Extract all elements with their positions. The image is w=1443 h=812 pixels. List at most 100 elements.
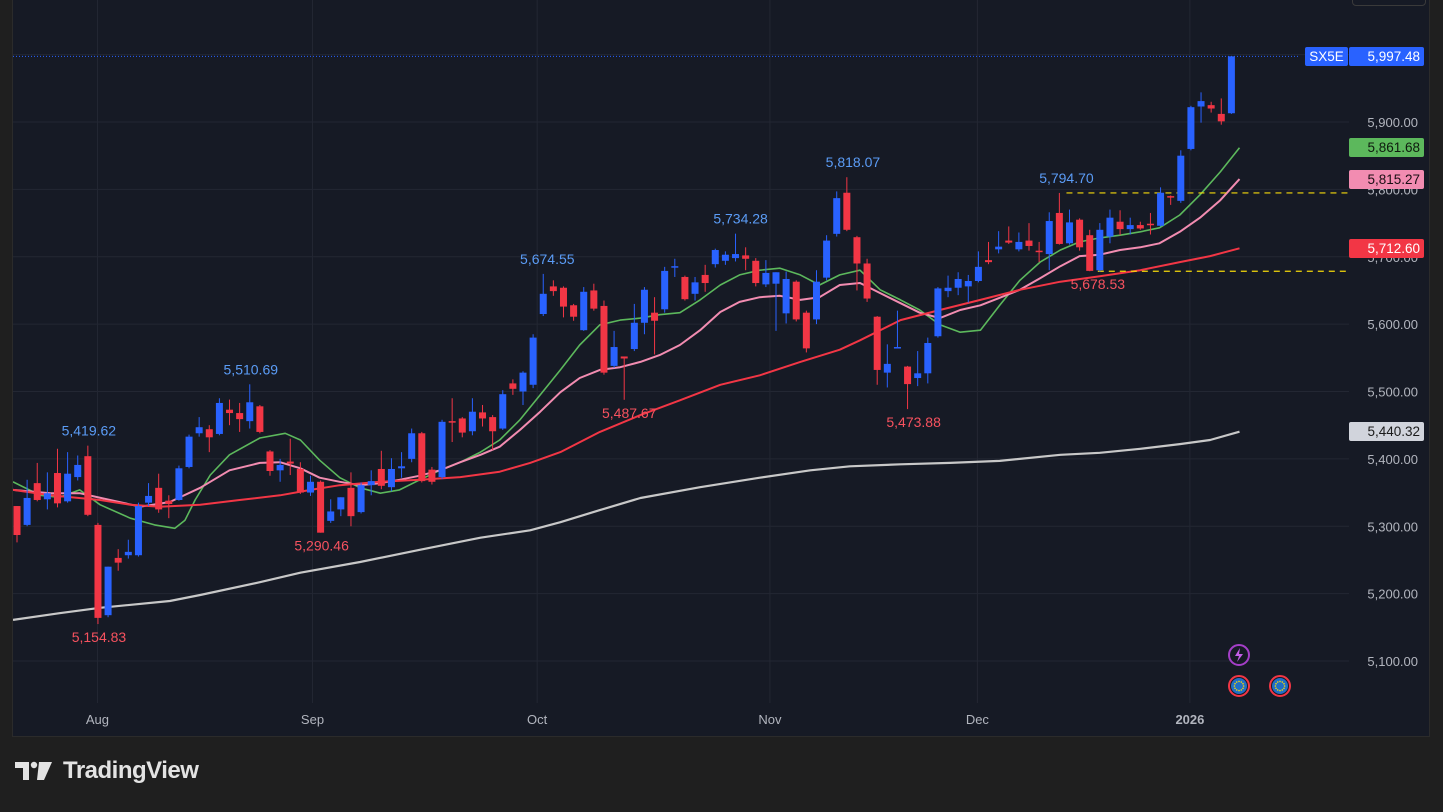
- candle[interactable]: [610, 330, 618, 368]
- candle[interactable]: [185, 434, 193, 469]
- candle[interactable]: [1076, 218, 1084, 251]
- candle[interactable]: [732, 233, 740, 262]
- candle[interactable]: [428, 466, 436, 485]
- candle[interactable]: [964, 274, 972, 303]
- tradingview-logo[interactable]: TradingView: [15, 757, 199, 785]
- candle[interactable]: [1035, 241, 1043, 263]
- candle[interactable]: [600, 300, 608, 375]
- candle[interactable]: [792, 280, 800, 322]
- candle[interactable]: [377, 450, 385, 490]
- candle[interactable]: [489, 415, 497, 451]
- ma-short-line[interactable]: [13, 147, 1241, 530]
- candle[interactable]: [236, 402, 244, 432]
- ma-long-line[interactable]: [13, 247, 1240, 508]
- candle[interactable]: [519, 371, 527, 405]
- candle[interactable]: [1126, 217, 1134, 235]
- candle[interactable]: [296, 462, 304, 494]
- candle[interactable]: [458, 417, 466, 438]
- candle[interactable]: [175, 465, 183, 501]
- candle[interactable]: [1136, 221, 1144, 230]
- candle[interactable]: [438, 419, 446, 480]
- candle[interactable]: [904, 365, 912, 410]
- candle[interactable]: [1197, 92, 1205, 123]
- candle[interactable]: [1187, 105, 1195, 151]
- candle[interactable]: [762, 260, 770, 288]
- candle[interactable]: [499, 390, 507, 430]
- candle[interactable]: [1146, 212, 1154, 235]
- candle[interactable]: [590, 283, 598, 311]
- candle[interactable]: [711, 248, 719, 268]
- candle[interactable]: [43, 472, 51, 510]
- candle[interactable]: [893, 310, 901, 349]
- candle[interactable]: [448, 398, 456, 443]
- candle[interactable]: [134, 502, 142, 557]
- candle[interactable]: [691, 276, 699, 301]
- candle[interactable]: [580, 287, 588, 331]
- candle[interactable]: [883, 344, 891, 388]
- candle[interactable]: [53, 448, 61, 508]
- candle[interactable]: [276, 458, 284, 482]
- candle[interactable]: [752, 258, 760, 287]
- candle[interactable]: [802, 310, 810, 353]
- candle[interactable]: [671, 258, 679, 277]
- candle[interactable]: [246, 384, 254, 429]
- candle[interactable]: [1086, 229, 1094, 272]
- candle[interactable]: [924, 337, 932, 384]
- candle[interactable]: [833, 191, 841, 237]
- candle[interactable]: [1025, 223, 1033, 251]
- candle[interactable]: [995, 231, 1003, 254]
- top-toolbar-pill[interactable]: [1352, 0, 1426, 6]
- candle[interactable]: [843, 177, 851, 232]
- candle[interactable]: [934, 287, 942, 338]
- candle[interactable]: [1167, 195, 1175, 205]
- candle[interactable]: [873, 316, 881, 385]
- candle[interactable]: [226, 399, 234, 426]
- candle[interactable]: [701, 264, 709, 292]
- candle[interactable]: [782, 271, 790, 324]
- candle[interactable]: [863, 258, 871, 302]
- candle[interactable]: [985, 241, 993, 265]
- candle[interactable]: [64, 452, 72, 503]
- candle[interactable]: [408, 428, 416, 463]
- candle[interactable]: [104, 566, 112, 618]
- candle[interactable]: [630, 303, 638, 352]
- candle[interactable]: [570, 303, 578, 321]
- candle[interactable]: [286, 438, 294, 476]
- candle[interactable]: [317, 480, 325, 533]
- candle[interactable]: [1106, 209, 1114, 244]
- candle[interactable]: [165, 495, 173, 519]
- price-axis[interactable]: 5,100.00 5,200.00 5,300.00 5,400.00 5,500.00…: [1367, 115, 1418, 669]
- time-axis[interactable]: Aug Sep Oct Nov Dec 2026: [86, 712, 1204, 727]
- candle[interactable]: [772, 272, 780, 331]
- candle[interactable]: [418, 431, 426, 483]
- candle[interactable]: [1227, 55, 1235, 114]
- candle[interactable]: [23, 479, 31, 527]
- candle[interactable]: [742, 247, 750, 271]
- candle[interactable]: [1065, 209, 1073, 245]
- candle[interactable]: [914, 351, 922, 387]
- candle[interactable]: [640, 287, 648, 335]
- candle[interactable]: [479, 404, 487, 427]
- candle[interactable]: [347, 472, 355, 527]
- candle[interactable]: [266, 450, 274, 476]
- candle[interactable]: [539, 273, 547, 317]
- ma-200-line[interactable]: [13, 430, 1240, 621]
- candle[interactable]: [114, 549, 122, 571]
- candle[interactable]: [1055, 192, 1063, 245]
- candle[interactable]: [205, 425, 213, 453]
- eu-flag-event-icon[interactable]: [1228, 675, 1251, 697]
- candle[interactable]: [1116, 210, 1124, 236]
- candle[interactable]: [853, 235, 861, 291]
- candle[interactable]: [1177, 150, 1185, 203]
- candle[interactable]: [1005, 226, 1013, 244]
- candle[interactable]: [367, 470, 375, 496]
- candle[interactable]: [1045, 212, 1053, 271]
- candle[interactable]: [620, 356, 628, 400]
- ma-mid-line[interactable]: [13, 178, 1241, 508]
- candle[interactable]: [1096, 223, 1104, 272]
- candle[interactable]: [84, 445, 92, 517]
- candle[interactable]: [559, 286, 567, 318]
- candle[interactable]: [1207, 101, 1215, 113]
- candle[interactable]: [256, 404, 264, 434]
- candle[interactable]: [944, 275, 952, 298]
